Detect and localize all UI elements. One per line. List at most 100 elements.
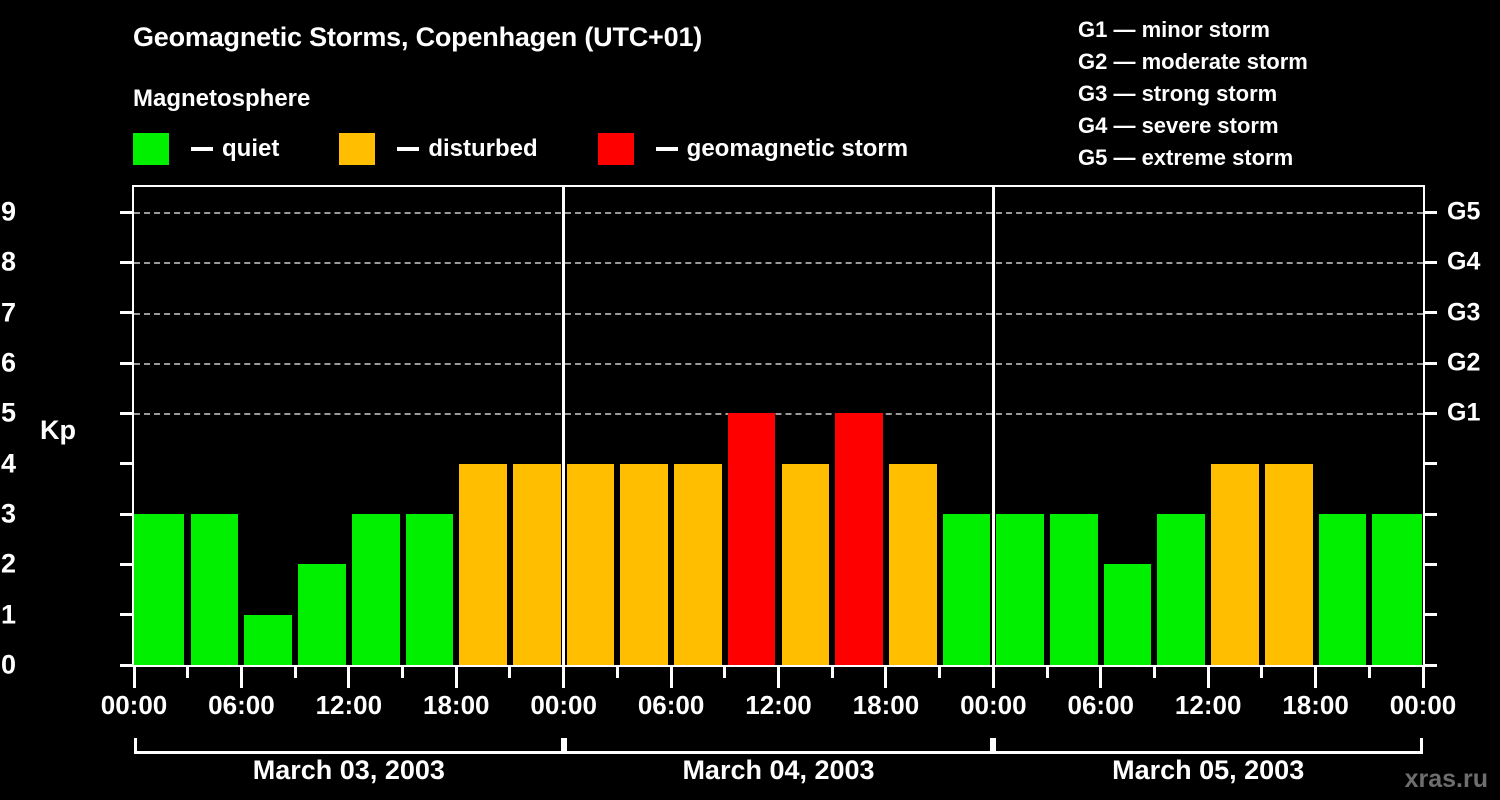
x-tick-18 bbox=[1099, 667, 1103, 688]
x-tick-14 bbox=[884, 667, 888, 688]
x-tick-label-2: 12:00 bbox=[315, 690, 383, 720]
day-bracket-1 bbox=[134, 738, 564, 754]
bar bbox=[190, 514, 239, 665]
x-tick-19 bbox=[1152, 667, 1156, 678]
x-tick-label-8: 00:00 bbox=[960, 690, 1027, 720]
x-tick-label-3: 18:00 bbox=[423, 690, 490, 720]
day-label-3: March 05, 2003 bbox=[1112, 755, 1305, 785]
right-tick-mark-2 bbox=[1425, 562, 1437, 566]
y-tick-label-0: 0 bbox=[0, 649, 16, 680]
y-tick-mark-9 bbox=[120, 210, 132, 214]
bar bbox=[512, 463, 561, 665]
x-tick-2 bbox=[239, 667, 243, 688]
y-tick-mark-2 bbox=[120, 562, 132, 566]
legend-dash-icon bbox=[397, 147, 420, 151]
y-tick-label-3: 3 bbox=[0, 498, 16, 529]
x-tick-4 bbox=[347, 667, 351, 688]
y-axis-title: Kp bbox=[40, 415, 76, 445]
legend-item-disturbed: disturbed bbox=[339, 133, 538, 165]
y-tick-mark-7 bbox=[120, 311, 132, 315]
x-tick-label-7: 18:00 bbox=[852, 690, 920, 720]
legend-item-quiet: quiet bbox=[133, 133, 279, 165]
y-tick-mark-5 bbox=[120, 411, 132, 415]
chart-plot-area bbox=[132, 185, 1425, 667]
x-tick-label-6: 12:00 bbox=[745, 690, 812, 720]
y-tick-label-7: 7 bbox=[0, 297, 16, 328]
y-tick-label-8: 8 bbox=[0, 246, 16, 277]
x-tick-23 bbox=[1367, 667, 1371, 678]
g-tick-label-G5: G5 bbox=[1447, 197, 1481, 226]
g-tick-label-G3: G3 bbox=[1447, 298, 1481, 327]
gridline-kp-8 bbox=[134, 262, 1423, 265]
gscale-key: G1 — minor storm G2 — moderate storm G3 … bbox=[1078, 14, 1308, 174]
right-tick-mark-0 bbox=[1425, 663, 1437, 667]
x-tick-12 bbox=[777, 667, 780, 688]
day-label-1: March 03, 2003 bbox=[252, 755, 445, 785]
y-tick-mark-6 bbox=[120, 361, 132, 365]
bar bbox=[1264, 463, 1313, 665]
day-bracket-2 bbox=[563, 738, 994, 754]
right-tick-mark-5 bbox=[1425, 411, 1437, 415]
bar bbox=[405, 514, 454, 665]
x-tick-0 bbox=[132, 667, 136, 688]
magnetosphere-legend: quiet disturbed geomagnetic storm bbox=[133, 133, 908, 165]
y-tick-mark-3 bbox=[120, 512, 132, 516]
bars-layer bbox=[134, 187, 1423, 665]
y-tick-label-6: 6 bbox=[0, 347, 16, 378]
magnetosphere-label: Magnetosphere bbox=[133, 85, 311, 112]
x-tick-label-10: 12:00 bbox=[1174, 690, 1242, 720]
x-tick-21 bbox=[1260, 667, 1264, 678]
bar bbox=[674, 463, 722, 665]
bar bbox=[1157, 514, 1206, 665]
legend-dash-icon bbox=[655, 147, 678, 151]
x-tick-1 bbox=[186, 667, 190, 678]
page-title: Geomagnetic Storms, Copenhagen (UTC+01) bbox=[133, 22, 703, 52]
legend-label-storm: geomagnetic storm bbox=[686, 135, 909, 162]
right-tick-mark-3 bbox=[1425, 512, 1437, 516]
bar bbox=[351, 514, 400, 665]
x-tick-6 bbox=[454, 667, 458, 688]
bar bbox=[996, 514, 1045, 665]
y-tick-mark-0 bbox=[120, 663, 132, 667]
x-tick-16 bbox=[991, 667, 995, 688]
x-tick-label-5: 06:00 bbox=[637, 690, 705, 720]
bar bbox=[942, 514, 991, 665]
gscale-row-g4: G4 — severe storm bbox=[1078, 113, 1279, 138]
right-tick-mark-4 bbox=[1425, 462, 1437, 466]
right-tick-mark-8 bbox=[1425, 260, 1437, 264]
x-tick-label-12: 00:00 bbox=[1389, 690, 1457, 720]
y-tick-mark-8 bbox=[120, 260, 132, 264]
x-axis-ticks bbox=[0, 667, 1500, 693]
gridline-kp-9 bbox=[134, 212, 1423, 215]
gscale-row-g5: G5 — extreme storm bbox=[1078, 145, 1294, 170]
legend-item-storm: geomagnetic storm bbox=[597, 133, 909, 165]
y-tick-label-4: 4 bbox=[0, 448, 16, 479]
right-tick-mark-6 bbox=[1425, 361, 1437, 365]
right-tick-mark-7 bbox=[1425, 311, 1437, 315]
bar bbox=[835, 413, 883, 665]
bar bbox=[888, 463, 937, 665]
day-separator-2 bbox=[991, 187, 995, 665]
color-swatch-disturbed-icon bbox=[339, 133, 376, 165]
bar bbox=[781, 463, 830, 665]
x-tick-3 bbox=[293, 667, 297, 678]
gscale-row-g3: G3 — strong storm bbox=[1078, 81, 1278, 106]
bar bbox=[298, 564, 346, 665]
legend-label-disturbed: disturbed bbox=[428, 135, 538, 162]
x-tick-5 bbox=[401, 667, 405, 678]
color-swatch-quiet-icon bbox=[133, 133, 169, 165]
gridline-kp-7 bbox=[134, 312, 1423, 315]
g-tick-label-G2: G2 bbox=[1447, 348, 1481, 377]
x-tick-11 bbox=[723, 667, 727, 678]
x-tick-label-1: 06:00 bbox=[208, 690, 275, 720]
y-tick-mark-1 bbox=[120, 613, 132, 617]
bar bbox=[134, 514, 184, 665]
y-tick-label-1: 1 bbox=[0, 599, 16, 630]
bar bbox=[459, 463, 507, 665]
bar bbox=[1103, 564, 1152, 665]
watermark: xras.ru bbox=[1404, 765, 1488, 793]
x-tick-label-0: 00:00 bbox=[100, 690, 168, 720]
y-tick-mark-4 bbox=[120, 462, 132, 466]
x-tick-label-11: 18:00 bbox=[1282, 690, 1349, 720]
x-tick-10 bbox=[669, 667, 673, 688]
